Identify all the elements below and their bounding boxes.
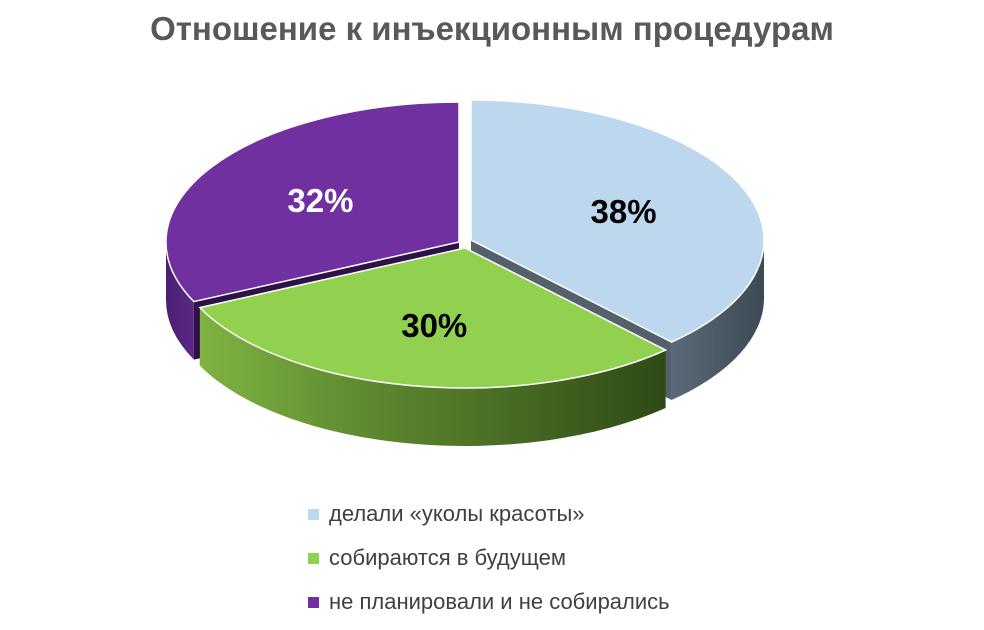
- legend-swatch-2: [308, 596, 319, 608]
- pie-slice-2: [165, 101, 460, 303]
- pie-slice-0: [470, 99, 765, 343]
- pie-side-0-0: [671, 240, 764, 401]
- legend: делали «уколы красоты» собираются в буду…: [308, 492, 670, 624]
- legend-item: делали «уколы красоты»: [308, 492, 670, 536]
- legend-item: собираются в будущем: [308, 536, 670, 580]
- legend-label: собираются в будущем: [329, 545, 566, 570]
- pie-tops: [165, 99, 765, 389]
- pie-side-2-0: [166, 242, 194, 360]
- legend-label: не планировали и не собирались: [329, 589, 670, 614]
- legend-item: не планировали и не собирались: [308, 580, 670, 624]
- pie-labels: 38% 30% 32%: [287, 182, 656, 344]
- pie-slice-1: [198, 247, 668, 389]
- pie-side-1-0: [199, 307, 666, 446]
- legend-swatch-1: [308, 552, 319, 564]
- data-label-2: 32%: [287, 182, 353, 219]
- data-label-1: 30%: [401, 307, 467, 344]
- chart-title: Отношение к инъекционным процедурам: [150, 10, 834, 47]
- legend-swatch-0: [308, 508, 319, 520]
- legend-label: делали «уколы красоты»: [329, 501, 585, 526]
- data-label-0: 38%: [591, 193, 657, 230]
